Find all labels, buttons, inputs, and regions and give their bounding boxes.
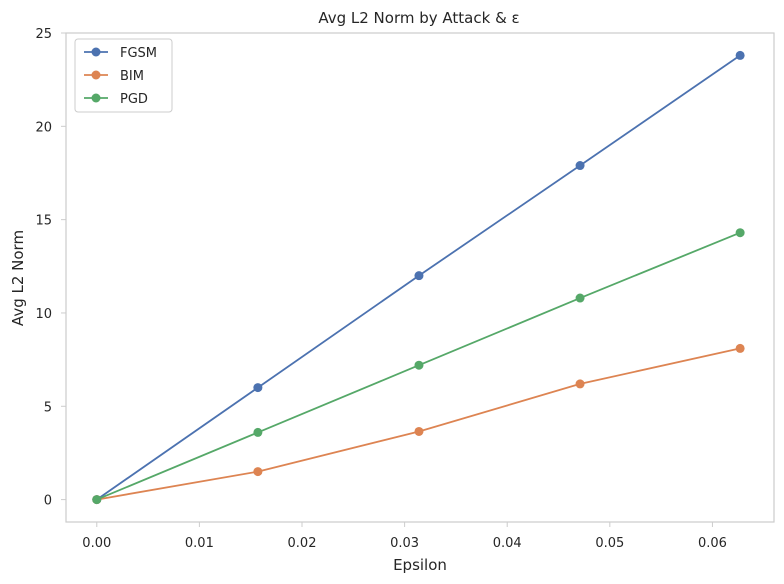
x-tick-label: 0.00 [82, 536, 111, 551]
data-point-pgd [253, 427, 263, 437]
data-point-fgsm [253, 383, 263, 393]
x-tick-label: 0.03 [390, 536, 419, 551]
y-axis-label: Avg L2 Norm [9, 230, 27, 326]
series-layer [92, 50, 745, 505]
x-tick-label: 0.06 [698, 536, 727, 551]
legend-label-fgsm: FGSM [120, 46, 157, 61]
x-axis-ticks: 0.00 0.01 0.02 0.03 0.04 0.05 0.06 [82, 522, 727, 551]
data-point-pgd [735, 228, 745, 238]
y-tick-label: 5 [44, 400, 52, 415]
y-axis-ticks: 0 5 10 15 20 25 [35, 27, 66, 509]
legend-marker-pgd [91, 93, 101, 103]
legend-label-pgd: PGD [120, 92, 148, 107]
data-point-pgd [575, 293, 585, 303]
x-axis-label: Epsilon [393, 556, 447, 574]
legend: FGSM BIM PGD [74, 38, 173, 113]
legend-marker-fgsm [91, 47, 101, 57]
data-point-fgsm [735, 50, 745, 60]
data-point-pgd [414, 360, 424, 370]
x-tick-label: 0.05 [595, 536, 624, 551]
legend-marker-bim [91, 70, 101, 80]
y-tick-label: 15 [35, 214, 52, 229]
y-tick-label: 20 [35, 120, 52, 135]
data-point-fgsm [414, 271, 424, 281]
legend-label-bim: BIM [120, 69, 144, 84]
x-tick-label: 0.04 [493, 536, 522, 551]
y-tick-label: 10 [35, 307, 52, 322]
x-tick-label: 0.01 [185, 536, 214, 551]
chart-title: Avg L2 Norm by Attack & ε [318, 9, 519, 27]
data-point-bim [253, 467, 263, 477]
x-tick-label: 0.02 [288, 536, 317, 551]
data-point-bim [414, 426, 424, 436]
data-point-fgsm [575, 161, 585, 171]
y-tick-label: 25 [35, 27, 52, 42]
y-tick-label: 0 [44, 494, 52, 509]
data-point-bim [735, 343, 745, 353]
legend-box [74, 38, 173, 113]
data-point-pgd [92, 495, 102, 505]
data-point-bim [575, 379, 585, 389]
